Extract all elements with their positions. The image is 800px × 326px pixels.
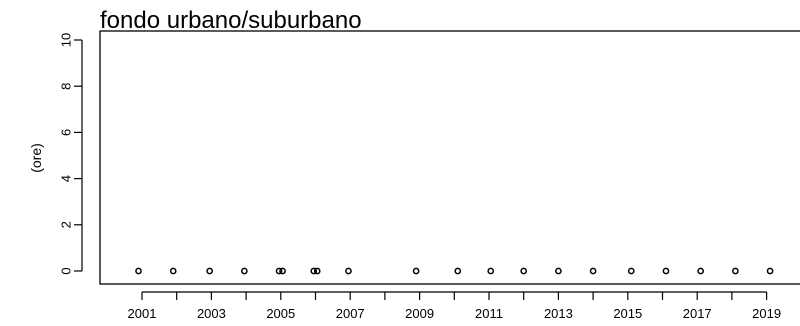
x-tick-label: 2001 (128, 306, 157, 321)
plot-area (99, 30, 800, 285)
x-tick-label: 2009 (405, 306, 434, 321)
x-tick-label: 2003 (197, 306, 226, 321)
y-tick-label: 2 (58, 221, 73, 228)
data-point (454, 267, 462, 275)
data-point (313, 267, 321, 275)
x-tick-label: 2013 (544, 306, 573, 321)
x-axis: 2001 2003 2005 2007 2009 2011 2013 2015 2017 2019 (128, 291, 781, 321)
x-tick-label: 2017 (683, 306, 712, 321)
x-tick-label: 2019 (752, 306, 781, 321)
data-point (766, 267, 774, 275)
data-point (310, 267, 318, 275)
data-point (241, 267, 248, 275)
y-tick-label: 10 (58, 33, 73, 47)
data-point (662, 267, 670, 275)
y-axis-label: (ore) (28, 143, 44, 173)
data-point (697, 267, 705, 275)
data-point (279, 267, 286, 275)
x-tick-label: 2007 (336, 306, 365, 321)
x-tick-label: 2015 (613, 306, 642, 321)
data-point (206, 267, 214, 275)
data-point (275, 267, 283, 275)
y-tick-label: 4 (58, 175, 73, 182)
y-tick-label: 0 (58, 267, 73, 274)
data-point (627, 267, 635, 275)
x-tick-label: 2005 (266, 306, 295, 321)
y-axis: 0 2 4 6 8 10 (58, 33, 83, 275)
data-point (345, 267, 352, 275)
data-point (555, 267, 562, 275)
data-point (169, 267, 177, 275)
data-point (487, 267, 495, 275)
y-tick-label: 8 (58, 83, 73, 90)
data-point (520, 267, 528, 275)
data-points (135, 267, 774, 275)
data-point (589, 267, 597, 275)
x-tick-label: 2011 (475, 306, 503, 321)
data-point (732, 267, 739, 275)
chart-title: fondo urbano/suburbano (100, 7, 362, 34)
data-point (135, 267, 142, 275)
y-tick-label: 6 (58, 129, 73, 136)
data-point (412, 267, 420, 275)
